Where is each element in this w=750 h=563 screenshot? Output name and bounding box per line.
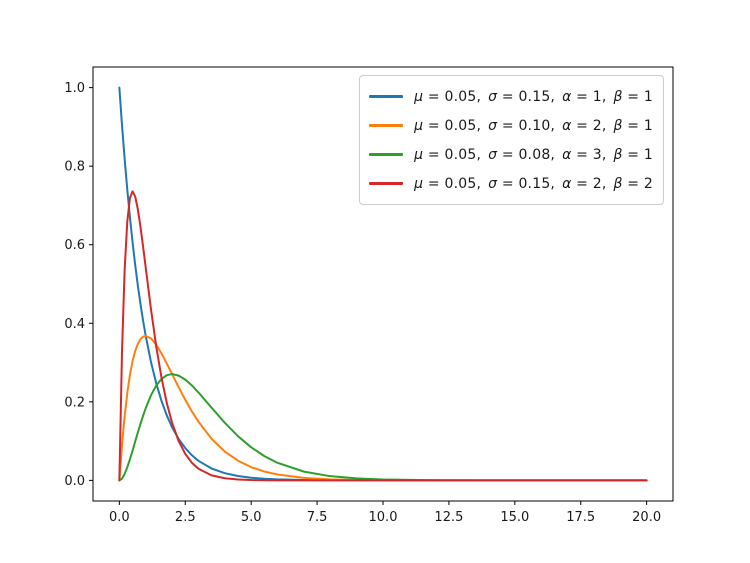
legend-line-swatch [369,153,404,156]
legend-line-swatch [369,124,404,127]
y-tick-label: 1.0 [64,81,85,96]
greek-symbol: β [613,88,623,105]
legend-param: α = 2, [562,175,607,192]
series-line-2 [118,334,648,482]
x-tick-label: 2.5 [175,510,196,525]
y-tick-label: 0.2 [64,395,85,410]
legend-param: μ = 0.05, [414,175,482,192]
legend: μ = 0.05, σ = 0.15, α = 1, β = 1 μ = 0.05, σ … [359,75,664,205]
legend-param: σ = 0.08, [488,146,556,163]
series-line-4 [118,190,648,482]
greek-symbol: σ [488,175,498,192]
y-tick-label: 0.0 [64,474,85,489]
legend-param: σ = 0.15, [488,175,556,192]
y-tick-label: 0.8 [64,160,85,175]
series-lines [118,86,648,482]
greek-symbol: β [613,146,623,163]
legend-param: μ = 0.05, [414,88,482,105]
legend-label: μ = 0.05, σ = 0.15, α = 2, β = 2 [414,176,653,192]
x-axis: 0.0 2.5 5.0 7.5 10.0 12.5 15.0 17.5 20.0 [109,501,661,525]
series-line-3 [118,373,648,482]
legend-entry: μ = 0.05, σ = 0.08, α = 3, β = 1 [369,140,653,169]
legend-param: β = 1 [613,117,653,134]
greek-symbol: μ [414,175,424,192]
legend-param: μ = 0.05, [414,117,482,134]
greek-symbol: α [562,146,572,163]
legend-param: β = 2 [613,175,653,192]
greek-symbol: σ [488,146,498,163]
greek-symbol: σ [488,117,498,134]
legend-entry: μ = 0.05, σ = 0.10, α = 2, β = 1 [369,111,653,140]
greek-symbol: α [562,175,572,192]
legend-label: μ = 0.05, σ = 0.10, α = 2, β = 1 [414,118,653,134]
legend-param: α = 1, [562,88,607,105]
legend-param: α = 3, [562,146,607,163]
legend-param: σ = 0.10, [488,117,556,134]
x-tick-label: 5.0 [241,510,262,525]
legend-label: μ = 0.05, σ = 0.15, α = 1, β = 1 [414,89,653,105]
greek-symbol: α [562,88,572,105]
y-tick-label: 0.4 [64,317,85,332]
greek-symbol: β [613,175,623,192]
y-tick-label: 0.6 [64,238,85,253]
x-tick-label: 15.0 [500,510,529,525]
x-tick-label: 12.5 [434,510,463,525]
legend-param: β = 1 [613,88,653,105]
legend-param: α = 2, [562,117,607,134]
x-tick-label: 17.5 [566,510,595,525]
legend-line-swatch [369,95,404,98]
legend-line-swatch [369,182,404,185]
y-axis: 0.0 0.2 0.4 0.6 0.8 1.0 [64,81,93,489]
x-tick-label: 7.5 [307,510,328,525]
x-tick-label: 0.0 [109,510,130,525]
greek-symbol: μ [414,117,424,134]
greek-symbol: σ [488,88,498,105]
legend-entry: μ = 0.05, σ = 0.15, α = 1, β = 1 [369,82,653,111]
legend-param: μ = 0.05, [414,146,482,163]
greek-symbol: μ [414,146,424,163]
legend-param: β = 1 [613,146,653,163]
legend-param: σ = 0.15, [488,88,556,105]
greek-symbol: α [562,117,572,134]
greek-symbol: μ [414,88,424,105]
legend-entry: μ = 0.05, σ = 0.15, α = 2, β = 2 [369,169,653,198]
x-tick-label: 10.0 [369,510,398,525]
greek-symbol: β [613,117,623,134]
legend-label: μ = 0.05, σ = 0.08, α = 3, β = 1 [414,147,653,163]
x-tick-label: 20.0 [632,510,661,525]
